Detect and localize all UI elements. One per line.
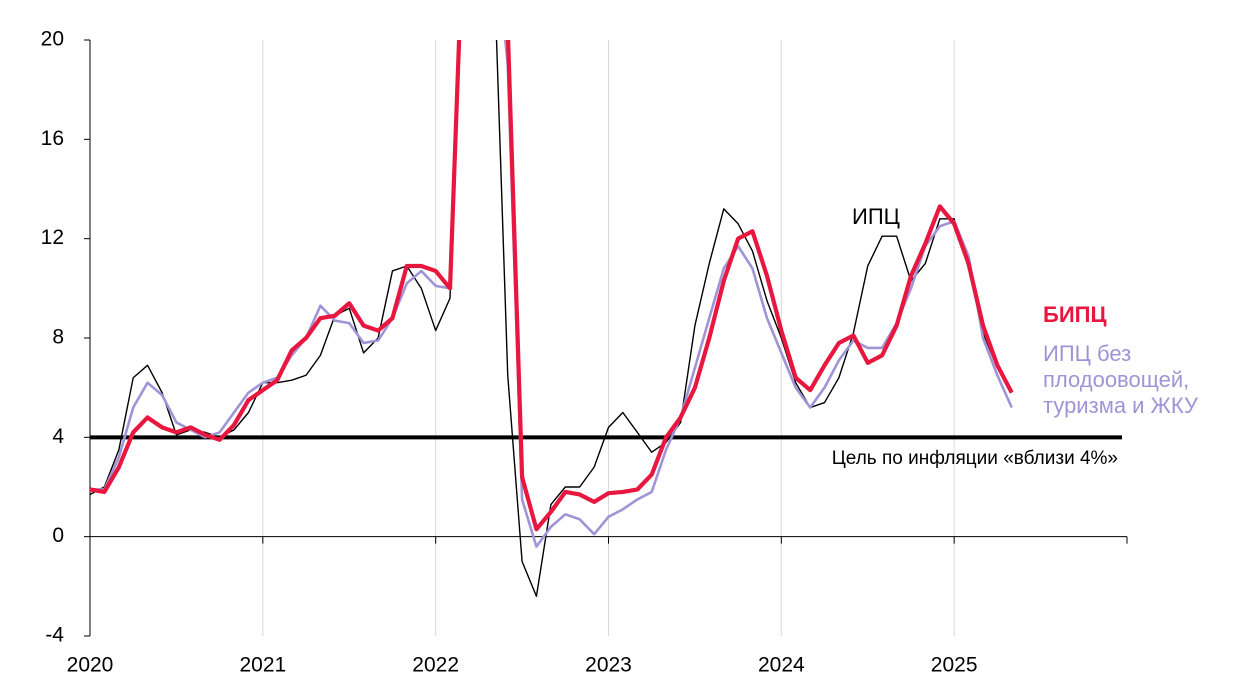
y-tick-label: 12 (41, 226, 64, 249)
y-tick-label: 0 (52, 524, 64, 547)
x-tick-label: 2020 (67, 654, 114, 677)
series-label: БИПЦ (1043, 302, 1107, 327)
x-tick-label: 2023 (585, 654, 632, 677)
y-tick-label: 16 (41, 127, 64, 150)
x-tick-label: 2025 (931, 654, 978, 677)
plot-area (90, 40, 1014, 597)
series-line (90, 40, 1014, 532)
series-line (90, 40, 1013, 597)
x-tick-label: 2021 (239, 654, 286, 677)
y-tick-label: 20 (41, 28, 64, 51)
series-label: ИПЦ (852, 204, 900, 229)
target-label: Цель по инфляции «вблизи 4%» (831, 448, 1118, 469)
y-tick-label: 4 (52, 425, 64, 448)
y-tick-label: 8 (52, 326, 64, 349)
y-tick-label: -4 (45, 624, 64, 647)
series-label: ИПЦ без плодоовощей, туризма и ЖКУ (1043, 341, 1198, 418)
x-tick-label: 2024 (758, 654, 805, 677)
x-tick-label: 2022 (412, 654, 459, 677)
